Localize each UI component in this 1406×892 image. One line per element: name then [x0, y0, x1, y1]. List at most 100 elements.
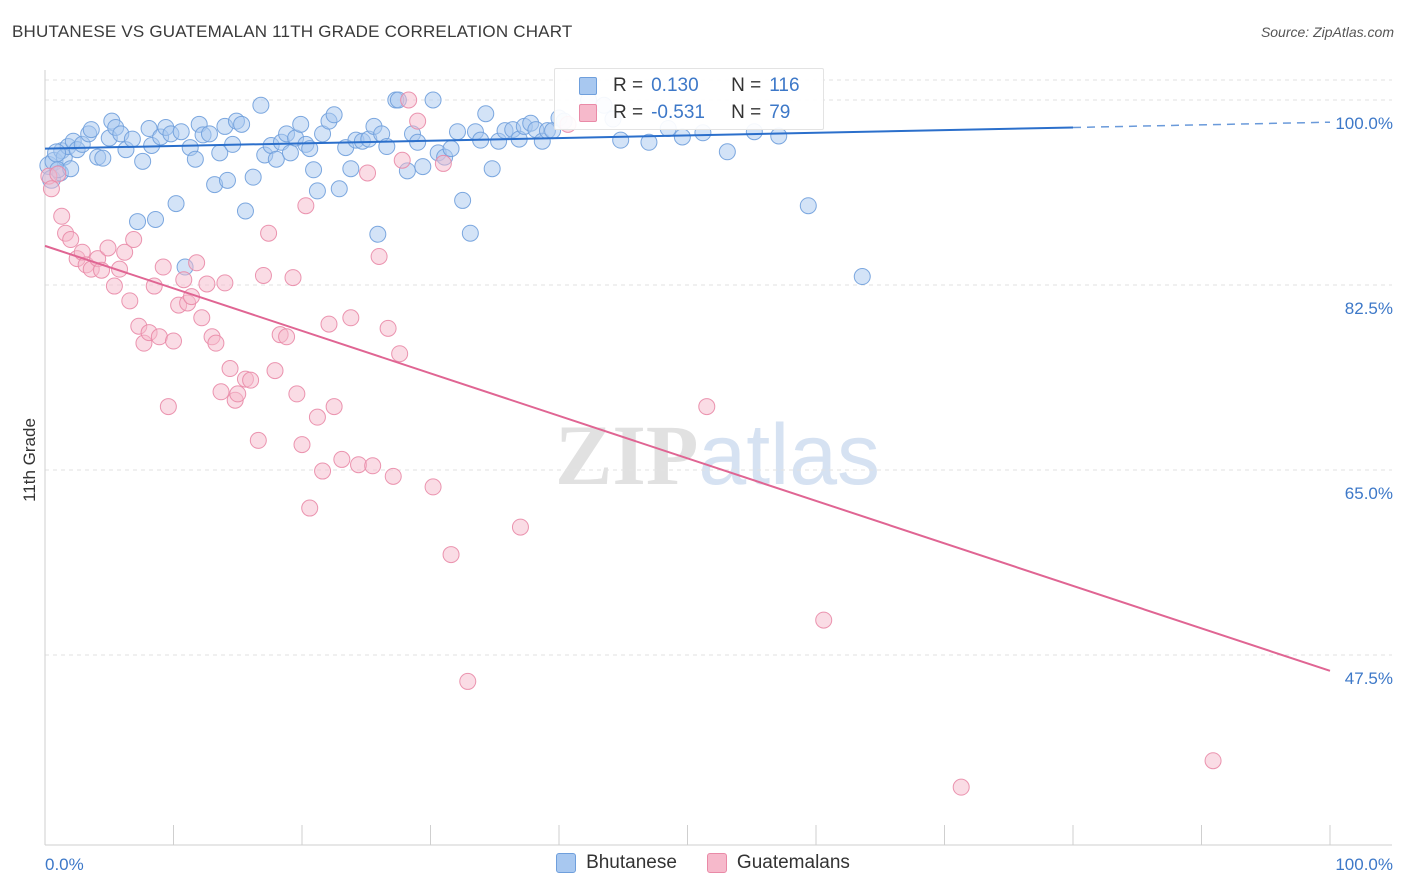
guatemalan-point	[216, 274, 234, 292]
guatemalan-point	[278, 328, 296, 346]
guatemalan-point	[193, 309, 211, 327]
guatemalan-point	[145, 277, 163, 295]
guatemalan-point	[229, 385, 247, 403]
bhutanese-point	[673, 128, 691, 146]
legend-item-bhutanese[interactable]: Bhutanese	[556, 852, 677, 874]
legend-row-guatemalans: R = -0.531 N = 79	[579, 100, 790, 126]
legend-item-guatemalans[interactable]: Guatemalans	[706, 852, 850, 874]
bhutanese-point	[409, 133, 427, 151]
bhutanese-point	[134, 152, 152, 170]
guatemalan-point	[266, 362, 284, 380]
correlation-legend: R = 0.130 N = 116 R = -0.531 N = 79	[554, 68, 824, 130]
bhutanese-point	[244, 168, 262, 186]
bhutanese-trend-extension	[1072, 121, 1331, 129]
guatemalan-point	[370, 247, 388, 265]
guatemalan-point	[952, 778, 970, 796]
x-tick-label: 0.0%	[45, 855, 84, 874]
bhutanese-point	[799, 197, 817, 215]
source-credit: Source: ZipAtlas.com	[1260, 24, 1394, 40]
guatemalan-point	[242, 371, 260, 389]
guatemalan-point	[105, 277, 123, 295]
guatemalan-point	[288, 385, 306, 403]
guatemalan-point	[188, 254, 206, 272]
guatemalan-point	[42, 180, 60, 198]
bhutanese-point	[267, 150, 285, 168]
guatemalan-point	[212, 383, 230, 401]
bhutanese-point	[281, 144, 299, 162]
guatemalan-point	[150, 328, 168, 346]
y-tick-label: 82.5%	[1345, 299, 1393, 318]
legend-label-guatemalans: Guatemalans	[736, 852, 850, 873]
guatemalan-point	[379, 319, 397, 337]
bhutanese-point	[236, 202, 254, 220]
guatemalan-point	[254, 266, 272, 284]
bhutanese-point	[47, 143, 67, 163]
legend-n-value: 79	[769, 102, 791, 123]
bhutanese-point	[612, 131, 630, 149]
bhutanese-point	[461, 224, 479, 242]
guatemalan-point	[49, 165, 67, 183]
bhutanese-point	[167, 195, 185, 213]
legend-swatch-bhutanese	[579, 77, 597, 95]
bhutanese-point	[424, 91, 442, 109]
x-tick-label: 100.0%	[1335, 855, 1393, 874]
guatemalan-point	[121, 292, 139, 310]
bhutanese-point	[305, 161, 323, 179]
legend-row-bhutanese: R = 0.130 N = 116	[579, 73, 800, 99]
bhutanese-point	[186, 150, 204, 168]
bhutanese-point	[454, 191, 472, 209]
guatemalan-point	[159, 398, 177, 416]
bhutanese-trend-line	[44, 126, 1074, 150]
tick-labels: 47.5% 65.0% 82.5% 100.0% 0.0% 100.0% 11th Grad…	[20, 114, 1393, 874]
guatemalan-point	[333, 450, 351, 468]
guatemalan-point	[249, 431, 267, 449]
bhutanese-point	[448, 123, 466, 141]
bhutanese-point	[477, 105, 495, 123]
series-legend: Bhutanese Guatemalans	[0, 852, 1406, 874]
guatemalan-point	[308, 408, 326, 426]
bhutanese-point	[325, 106, 343, 124]
y-tick-label: 65.0%	[1345, 484, 1393, 503]
bhutanese-point	[442, 140, 460, 158]
guatemalan-point	[154, 258, 172, 276]
guatemalan-point	[1204, 752, 1222, 770]
bhutanese-point	[853, 268, 871, 286]
guatemalan-point	[393, 151, 411, 169]
guatemalan-point	[342, 309, 360, 327]
bhutanese-point	[233, 115, 251, 133]
bhutanese-point	[369, 225, 387, 243]
guatemalan-point	[314, 462, 332, 480]
guatemalan-point	[260, 224, 278, 242]
guatemalan-point	[320, 315, 338, 333]
bhutanese-point	[147, 210, 165, 228]
legend-n-label: N =	[731, 102, 762, 123]
guatemalan-point	[442, 546, 460, 564]
bhutanese-point	[82, 121, 100, 139]
y-tick-label: 100.0%	[1335, 114, 1393, 133]
bhutanese-point	[218, 171, 236, 189]
legend-n-value: 116	[769, 75, 800, 96]
guatemalan-point	[384, 467, 402, 485]
bhutanese-point	[200, 125, 218, 143]
guatemalan-point	[53, 207, 71, 225]
guatemalan-point	[350, 456, 368, 474]
guatemalan-point	[116, 243, 134, 261]
bhutanese-point	[342, 160, 360, 178]
bhutanese-point	[123, 130, 141, 148]
guatemalan-point	[198, 275, 216, 293]
guatemalan-point	[165, 332, 182, 350]
y-tick-label: 47.5%	[1345, 669, 1393, 688]
guatemalan-point	[207, 334, 225, 352]
legend-r-label: R =	[613, 75, 644, 96]
guatemalan-point	[293, 436, 311, 454]
guatemalan-point	[434, 154, 452, 172]
legend-r-value: -0.531	[651, 102, 705, 123]
guatemalan-point	[111, 260, 129, 278]
legend-swatch-guatemalans	[579, 104, 597, 122]
guatemalan-point	[99, 239, 117, 257]
guatemalan-point	[62, 231, 80, 249]
guatemalan-point	[409, 112, 427, 130]
guatemalan-trend-line	[44, 244, 1331, 672]
guatemalan-point	[284, 269, 302, 287]
bhutanese-point	[483, 160, 501, 178]
